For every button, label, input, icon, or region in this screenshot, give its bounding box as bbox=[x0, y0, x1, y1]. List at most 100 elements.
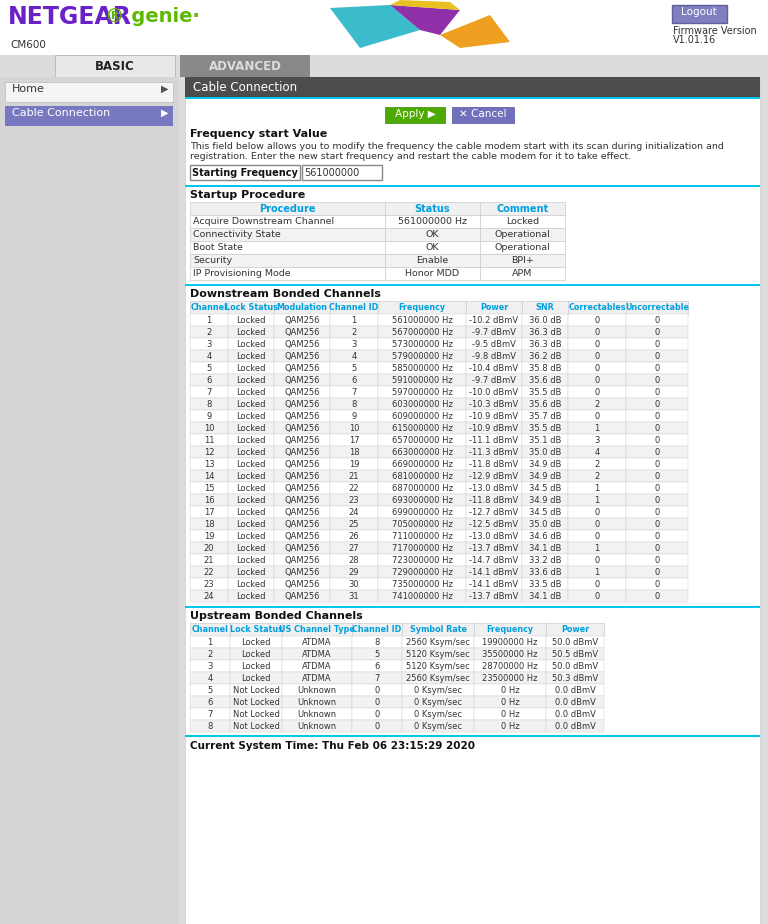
Bar bbox=[378, 542, 466, 554]
Bar bbox=[568, 422, 626, 434]
Bar bbox=[378, 566, 466, 578]
Text: 22: 22 bbox=[349, 484, 359, 493]
Text: 1: 1 bbox=[207, 638, 213, 647]
Text: Modulation: Modulation bbox=[276, 303, 327, 312]
Text: Status: Status bbox=[415, 204, 450, 214]
Bar bbox=[190, 554, 228, 566]
Bar bbox=[228, 446, 274, 458]
Text: 4: 4 bbox=[207, 352, 212, 361]
Text: 0: 0 bbox=[594, 532, 600, 541]
Text: 33.6 dB: 33.6 dB bbox=[528, 568, 561, 577]
Text: Lock Status: Lock Status bbox=[224, 303, 277, 312]
Text: APM: APM bbox=[512, 269, 533, 278]
Text: QAM256: QAM256 bbox=[284, 388, 319, 397]
Text: QAM256: QAM256 bbox=[284, 496, 319, 505]
Text: -12.7 dBmV: -12.7 dBmV bbox=[469, 508, 518, 517]
Bar bbox=[474, 708, 546, 720]
Text: 35.6 dB: 35.6 dB bbox=[528, 376, 561, 385]
Bar bbox=[274, 410, 330, 422]
Bar bbox=[568, 470, 626, 482]
Bar bbox=[568, 386, 626, 398]
Text: 11: 11 bbox=[204, 436, 214, 445]
Bar bbox=[274, 434, 330, 446]
Text: -9.5 dBmV: -9.5 dBmV bbox=[472, 340, 516, 349]
Bar bbox=[185, 735, 760, 737]
Text: Apply ▶: Apply ▶ bbox=[395, 109, 435, 119]
Text: Locked: Locked bbox=[237, 484, 266, 493]
Text: 1: 1 bbox=[594, 496, 600, 505]
Bar bbox=[228, 506, 274, 518]
Text: Firmware Version: Firmware Version bbox=[673, 26, 756, 36]
Bar bbox=[626, 386, 688, 398]
Polygon shape bbox=[330, 5, 420, 48]
Polygon shape bbox=[390, 0, 460, 10]
Text: Cable Connection: Cable Connection bbox=[12, 108, 111, 118]
Text: Upstream Bonded Channels: Upstream Bonded Channels bbox=[190, 611, 362, 621]
Bar bbox=[626, 422, 688, 434]
Bar bbox=[568, 518, 626, 530]
Bar bbox=[474, 660, 546, 672]
Bar bbox=[522, 422, 568, 434]
Bar bbox=[402, 623, 474, 636]
Text: Power: Power bbox=[561, 625, 589, 634]
Bar bbox=[480, 241, 565, 254]
Text: 5: 5 bbox=[207, 686, 213, 695]
Bar bbox=[190, 696, 230, 708]
Text: 0: 0 bbox=[374, 722, 379, 731]
Bar bbox=[330, 422, 378, 434]
Bar bbox=[474, 684, 546, 696]
Text: 10: 10 bbox=[204, 424, 214, 433]
Text: QAM256: QAM256 bbox=[284, 520, 319, 529]
Bar bbox=[522, 566, 568, 578]
Text: 34.1 dB: 34.1 dB bbox=[529, 592, 561, 601]
Bar bbox=[190, 720, 230, 732]
Text: -9.7 dBmV: -9.7 dBmV bbox=[472, 376, 516, 385]
Text: 0: 0 bbox=[654, 544, 660, 553]
Bar bbox=[568, 301, 626, 314]
Bar bbox=[626, 530, 688, 542]
Text: -12.5 dBmV: -12.5 dBmV bbox=[469, 520, 518, 529]
Bar bbox=[190, 326, 228, 338]
Bar bbox=[228, 518, 274, 530]
Bar bbox=[274, 374, 330, 386]
Text: ▶: ▶ bbox=[161, 84, 168, 94]
Text: 19900000 Hz: 19900000 Hz bbox=[482, 638, 538, 647]
Text: 741000000 Hz: 741000000 Hz bbox=[392, 592, 452, 601]
Bar bbox=[522, 554, 568, 566]
Text: 7: 7 bbox=[351, 388, 356, 397]
Text: 705000000 Hz: 705000000 Hz bbox=[392, 520, 452, 529]
Bar bbox=[330, 338, 378, 350]
Text: 0: 0 bbox=[654, 568, 660, 577]
Text: 30: 30 bbox=[349, 580, 359, 589]
Bar bbox=[568, 566, 626, 578]
Text: 23: 23 bbox=[349, 496, 359, 505]
Bar bbox=[190, 165, 300, 180]
Bar bbox=[626, 338, 688, 350]
Text: 21: 21 bbox=[204, 556, 214, 565]
Bar bbox=[190, 482, 228, 494]
Bar bbox=[190, 648, 230, 660]
Bar bbox=[352, 636, 402, 648]
Text: Locked: Locked bbox=[237, 364, 266, 373]
Text: 735000000 Hz: 735000000 Hz bbox=[392, 580, 452, 589]
Bar bbox=[466, 494, 522, 506]
Text: Locked: Locked bbox=[237, 544, 266, 553]
Bar bbox=[274, 494, 330, 506]
Bar bbox=[522, 542, 568, 554]
Bar bbox=[190, 228, 385, 241]
Text: 0: 0 bbox=[594, 364, 600, 373]
Bar bbox=[330, 530, 378, 542]
Bar bbox=[626, 494, 688, 506]
Text: 19: 19 bbox=[349, 460, 359, 469]
Bar bbox=[385, 215, 480, 228]
Text: ✕ Cancel: ✕ Cancel bbox=[459, 109, 507, 119]
Text: QAM256: QAM256 bbox=[284, 424, 319, 433]
Bar bbox=[378, 530, 466, 542]
Bar bbox=[568, 506, 626, 518]
Text: 34.1 dB: 34.1 dB bbox=[529, 544, 561, 553]
Text: 0 Ksym/sec: 0 Ksym/sec bbox=[414, 686, 462, 695]
Text: Locked: Locked bbox=[237, 424, 266, 433]
Text: -10.4 dBmV: -10.4 dBmV bbox=[469, 364, 518, 373]
Text: 8: 8 bbox=[374, 638, 379, 647]
Bar bbox=[378, 350, 466, 362]
